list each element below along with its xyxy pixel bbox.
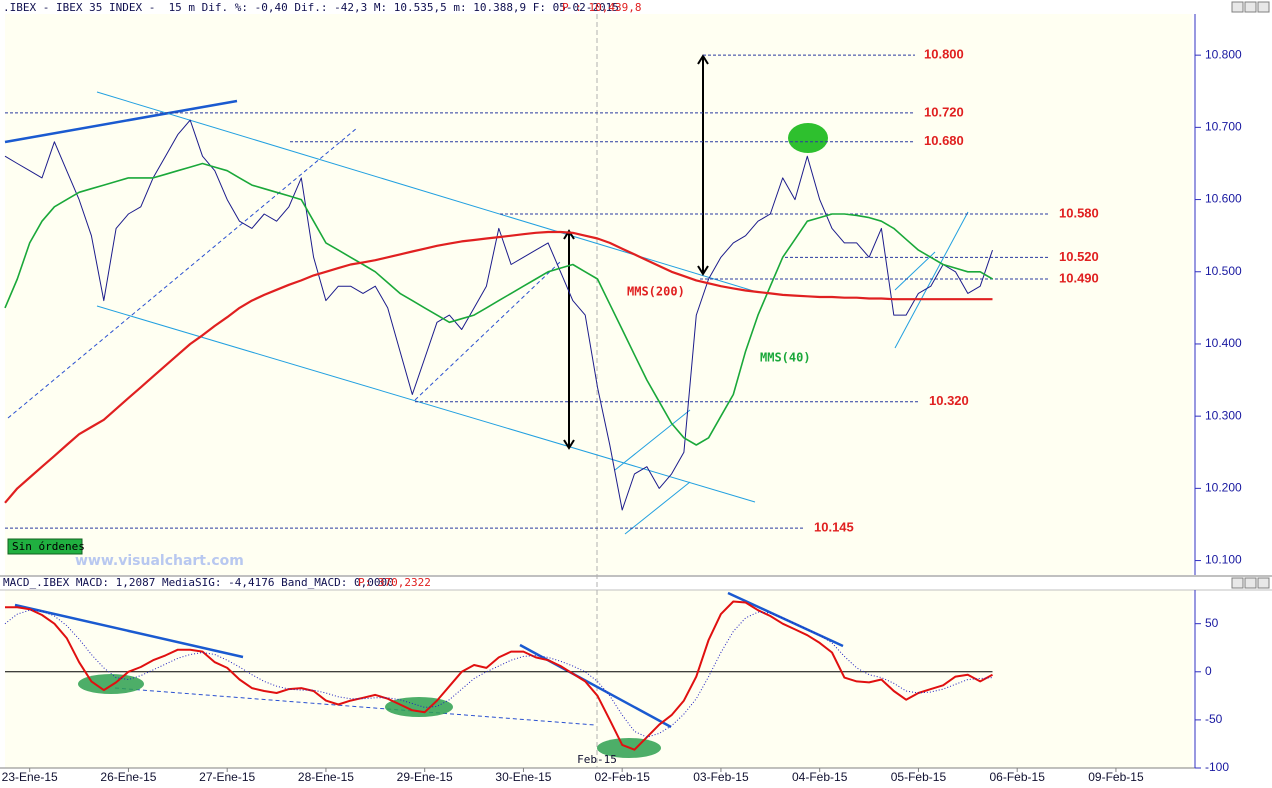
macd-panel xyxy=(5,590,1192,768)
level-label: 10.580 xyxy=(1059,205,1099,220)
y-tick-label: 10.300 xyxy=(1205,408,1242,422)
level-label: 10.680 xyxy=(924,133,964,148)
plot-layer: 10.800 10.700 10.600 10.500 10.400 10.300 10.2… xyxy=(2,47,1242,785)
y-tick-label: 10.800 xyxy=(1205,47,1242,61)
y-tick-label: 10.400 xyxy=(1205,336,1242,350)
y-tick-label: 10.100 xyxy=(1205,553,1242,567)
highlight xyxy=(788,123,828,153)
last-price: P : 10,439,8 xyxy=(562,1,641,14)
status-button-label[interactable]: Sin órdenes xyxy=(12,540,85,553)
status-button[interactable] xyxy=(7,538,83,555)
level-label: 10.720 xyxy=(924,104,964,119)
x-tick-label: 27-Ene-15 xyxy=(199,770,255,784)
channel-line xyxy=(614,409,691,471)
arrow-head xyxy=(697,54,709,276)
y-tick-label: 10.500 xyxy=(1205,264,1242,278)
maximize-button[interactable] xyxy=(1244,1,1257,13)
watermark: www.visualchart.com xyxy=(75,553,244,569)
trend-line xyxy=(114,687,596,726)
channel-line xyxy=(624,481,691,535)
minimize-button[interactable] xyxy=(1231,1,1244,13)
x-tick-label: 06-Feb-15 xyxy=(990,770,1046,784)
y-tick-label: 10.700 xyxy=(1205,120,1242,134)
level-label: 10.490 xyxy=(1059,270,1099,285)
x-tick-label: 02-Feb-15 xyxy=(595,770,651,784)
y-tick-label: 0 xyxy=(1205,664,1212,678)
trend-line xyxy=(414,261,561,401)
x-tick-label: 28-Ene-15 xyxy=(298,770,354,784)
x-tick-label: 04-Feb-15 xyxy=(792,770,848,784)
x-tick-label: 09-Feb-15 xyxy=(1088,770,1144,784)
window-buttons[interactable] xyxy=(1231,1,1270,589)
y-tick-label: -50 xyxy=(1205,712,1223,726)
maximize-button[interactable] xyxy=(1244,577,1257,589)
channel-line xyxy=(96,305,756,503)
trend-line xyxy=(14,603,244,659)
series-label: MMS(40) xyxy=(760,351,811,365)
chart-title: .IBEX - IBEX 35 INDEX - 15 m Dif. %: -0,… xyxy=(3,1,619,14)
series-line xyxy=(5,600,993,751)
annotation: Feb-15 xyxy=(577,753,617,766)
y-tick-label: 10.200 xyxy=(1205,481,1242,495)
y-tick-label: 50 xyxy=(1205,616,1219,630)
level-label: 10.520 xyxy=(1059,249,1099,264)
macd-title: MACD_.IBEX MACD: 1,2087 MediaSIG: -4,417… xyxy=(3,576,394,589)
x-tick-label: 26-Ene-15 xyxy=(100,770,156,784)
y-tick-label: -100 xyxy=(1205,760,1229,774)
x-tick-label: 23-Ene-15 xyxy=(2,770,58,784)
level-label: 10.320 xyxy=(929,393,969,408)
trend-line xyxy=(727,591,844,648)
y-tick-label: 10.600 xyxy=(1205,192,1242,206)
series-line xyxy=(4,119,993,511)
close-button[interactable] xyxy=(1257,1,1270,13)
x-tick-label: 30-Ene-15 xyxy=(495,770,551,784)
minimize-button[interactable] xyxy=(1231,577,1244,589)
trend-line xyxy=(7,127,358,419)
series-line xyxy=(4,230,993,504)
x-tick-label: 05-Feb-15 xyxy=(891,770,947,784)
x-tick-label: 03-Feb-15 xyxy=(693,770,749,784)
highlight xyxy=(385,697,453,717)
trend-line xyxy=(4,99,238,144)
series-label: MMS(200) xyxy=(627,285,685,299)
level-label: 10.800 xyxy=(924,47,964,62)
level-label: 10.145 xyxy=(814,520,854,535)
arrow-head xyxy=(563,229,575,450)
channel-line xyxy=(894,251,936,291)
close-button[interactable] xyxy=(1257,577,1270,589)
price-panel xyxy=(5,14,1192,575)
series-line xyxy=(4,162,993,446)
channel-line xyxy=(96,91,758,293)
x-tick-label: 29-Ene-15 xyxy=(397,770,453,784)
macd-last: P: 370,2322 xyxy=(358,576,431,589)
channel-line xyxy=(894,211,969,349)
